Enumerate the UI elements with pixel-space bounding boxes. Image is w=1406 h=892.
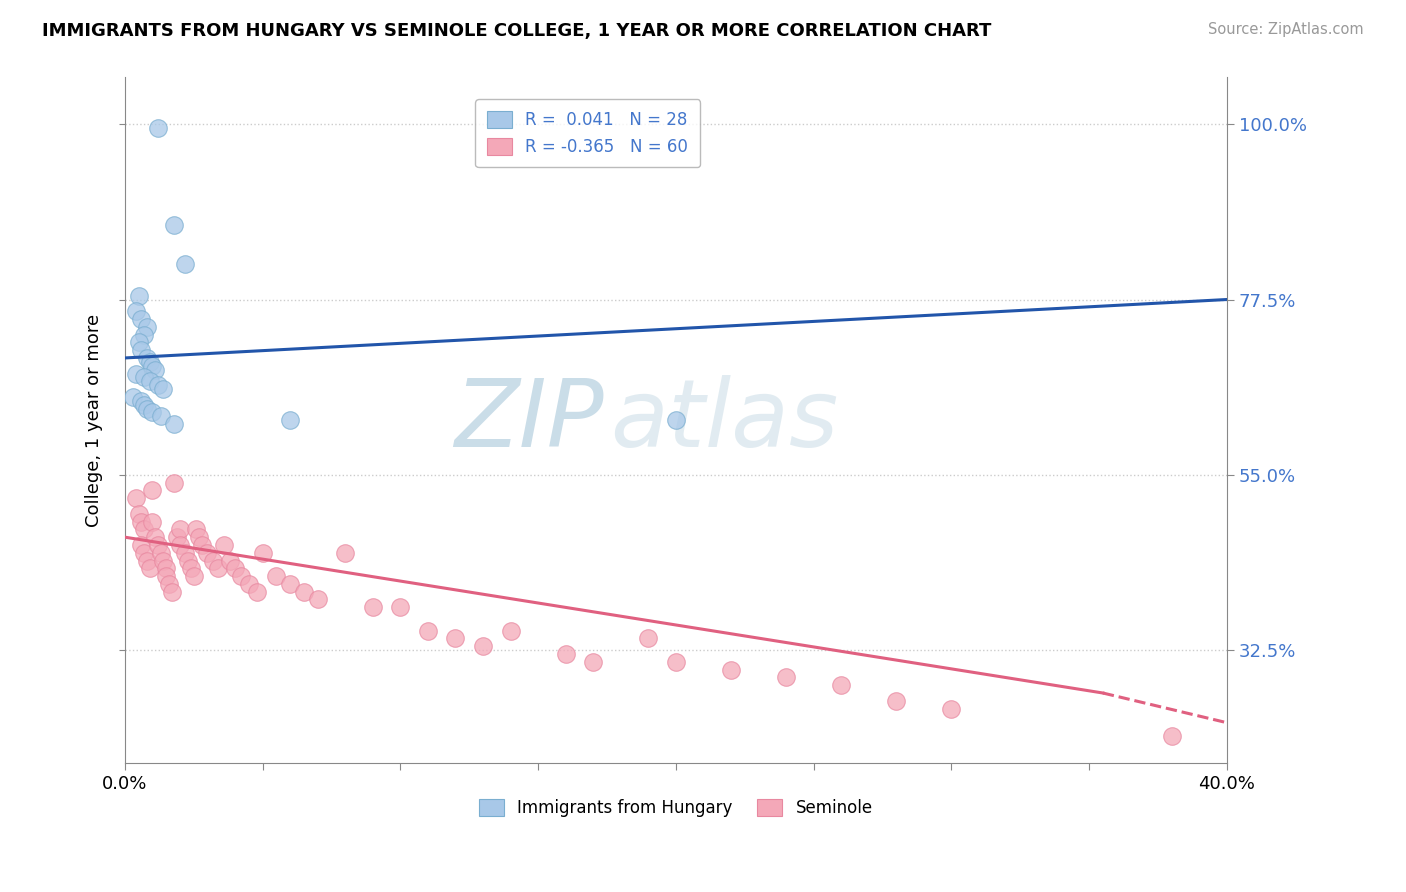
Text: IMMIGRANTS FROM HUNGARY VS SEMINOLE COLLEGE, 1 YEAR OR MORE CORRELATION CHART: IMMIGRANTS FROM HUNGARY VS SEMINOLE COLL… [42, 22, 991, 40]
Point [169, 522, 191, 536]
Point [132, 522, 155, 536]
Point [389, 600, 412, 615]
Point [138, 374, 160, 388]
Point [143, 530, 166, 544]
Point [201, 553, 224, 567]
Point [246, 584, 269, 599]
Point [335, 546, 357, 560]
Legend: Immigrants from Hungary, Seminole: Immigrants from Hungary, Seminole [472, 792, 880, 823]
Point [252, 546, 274, 560]
Point [177, 553, 200, 567]
Point [131, 343, 153, 358]
Point [229, 569, 252, 583]
Point [472, 639, 495, 653]
Point [163, 475, 186, 490]
Point [135, 401, 157, 416]
Point [132, 398, 155, 412]
Point [131, 312, 153, 326]
Point [188, 530, 211, 544]
Point [141, 483, 163, 498]
Point [160, 584, 183, 599]
Point [135, 351, 157, 365]
Point [138, 561, 160, 575]
Point [292, 584, 315, 599]
Point [238, 577, 260, 591]
Point [582, 655, 605, 669]
Point [554, 647, 576, 661]
Point [1160, 729, 1182, 743]
Y-axis label: College, 1 year or more: College, 1 year or more [86, 314, 103, 527]
Point [128, 335, 150, 350]
Point [135, 319, 157, 334]
Point [138, 355, 160, 369]
Point [278, 577, 301, 591]
Point [720, 663, 742, 677]
Point [444, 632, 467, 646]
Point [131, 515, 153, 529]
Point [941, 701, 963, 715]
Point [361, 600, 384, 615]
Point [131, 393, 153, 408]
Point [128, 507, 150, 521]
Point [218, 553, 240, 567]
Point [665, 655, 688, 669]
Point [174, 546, 197, 560]
Point [155, 569, 177, 583]
Point [135, 553, 157, 567]
Point [149, 409, 172, 424]
Point [146, 378, 169, 392]
Point [183, 569, 205, 583]
Point [141, 359, 163, 373]
Point [186, 522, 208, 536]
Point [125, 367, 148, 381]
Point [141, 405, 163, 419]
Point [180, 561, 202, 575]
Point [131, 538, 153, 552]
Point [212, 538, 235, 552]
Point [884, 694, 907, 708]
Text: Source: ZipAtlas.com: Source: ZipAtlas.com [1208, 22, 1364, 37]
Point [266, 569, 288, 583]
Point [152, 553, 174, 567]
Text: ZIP: ZIP [454, 375, 605, 466]
Point [207, 561, 229, 575]
Point [163, 219, 186, 233]
Point [163, 417, 186, 432]
Point [416, 624, 439, 638]
Point [166, 530, 188, 544]
Point [146, 121, 169, 136]
Point [122, 390, 145, 404]
Point [499, 624, 522, 638]
Point [157, 577, 180, 591]
Point [775, 670, 797, 684]
Point [169, 538, 191, 552]
Point [174, 257, 197, 271]
Point [141, 515, 163, 529]
Point [830, 678, 852, 692]
Point [125, 491, 148, 506]
Point [152, 382, 174, 396]
Point [197, 546, 219, 560]
Point [132, 370, 155, 384]
Point [307, 592, 329, 607]
Point [132, 327, 155, 342]
Point [143, 362, 166, 376]
Point [125, 304, 148, 318]
Point [149, 546, 172, 560]
Point [132, 546, 155, 560]
Point [665, 413, 688, 427]
Point [128, 288, 150, 302]
Text: atlas: atlas [610, 375, 838, 466]
Point [637, 632, 659, 646]
Point [224, 561, 246, 575]
Point [278, 413, 301, 427]
Point [146, 538, 169, 552]
Point [191, 538, 214, 552]
Point [155, 561, 177, 575]
